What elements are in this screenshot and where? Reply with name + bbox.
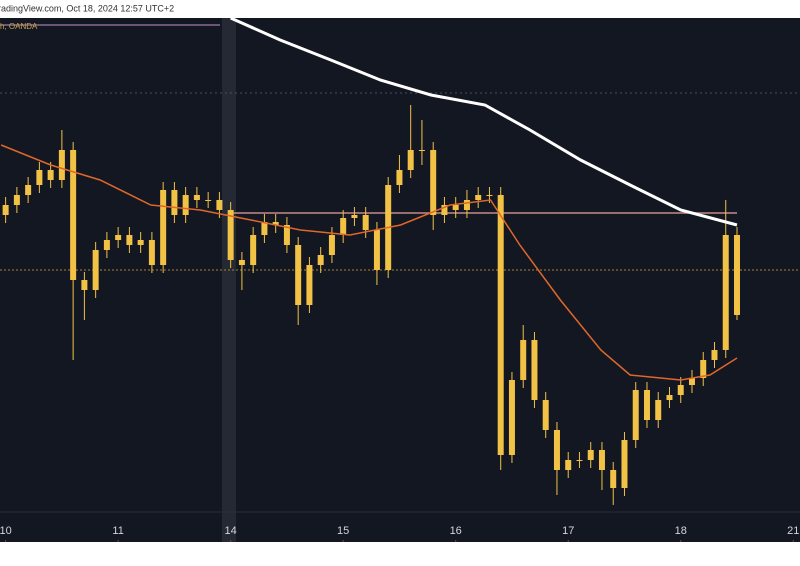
candle-body [58, 150, 65, 180]
plot-background [0, 18, 800, 542]
candle-body [25, 185, 32, 195]
candle-body [182, 195, 189, 215]
candle-body [711, 350, 718, 360]
candle-body [688, 378, 695, 385]
candle-body [261, 222, 268, 235]
candle-body [115, 235, 122, 240]
candle-body [13, 195, 20, 205]
candle-body [81, 280, 88, 290]
candle-body [407, 150, 414, 170]
candle-body [497, 195, 504, 455]
candle-body [722, 235, 729, 350]
marks: 10 11 14 15 16 17 18 21 [0, 16, 799, 542]
candle-body [475, 195, 482, 200]
candle-body [216, 200, 223, 210]
candle-body [137, 240, 144, 245]
symbol-text: h, OANDA [0, 22, 38, 31]
candle-body [317, 255, 324, 265]
candle-body [36, 170, 43, 185]
moving-average [0, 144, 738, 381]
candle-body [655, 400, 662, 420]
header-text: radingView.com, Oct 18, 2024 12:57 UTC+2 [0, 3, 174, 13]
candle-body [463, 200, 470, 210]
x-tick-label: 18 [675, 525, 687, 537]
candle-body [70, 150, 77, 280]
candle-body [621, 440, 628, 488]
candle-body [351, 215, 358, 218]
candle-body [272, 222, 279, 225]
candle-body [576, 460, 583, 461]
candle-body [508, 380, 515, 455]
candle-body [441, 205, 448, 215]
candle-body [643, 390, 650, 420]
candle-body [452, 205, 459, 210]
x-tick-label: 21 [787, 525, 799, 537]
candle-body [306, 265, 313, 305]
candle-body [677, 385, 684, 395]
moving-average [230, 16, 738, 227]
candle-body [486, 195, 493, 196]
candle-body [171, 190, 178, 215]
x-tick-label: 10 [0, 525, 12, 537]
candle-body [587, 450, 594, 460]
x-tick-label: 16 [450, 525, 462, 537]
candle-body [542, 400, 549, 430]
candle-body [227, 210, 234, 260]
candle-body [92, 250, 99, 290]
candle-body [328, 235, 335, 255]
candle-body [47, 170, 54, 180]
candle-body [418, 150, 425, 151]
header-bar [0, 0, 800, 18]
candle-body [700, 360, 707, 378]
candle-body [160, 190, 167, 265]
candle-body [250, 235, 257, 265]
candle-body [598, 450, 605, 470]
candle-body [553, 430, 560, 470]
candle-body [531, 340, 538, 400]
session-break [222, 18, 236, 542]
candle-body [666, 395, 673, 400]
candle-body [632, 390, 639, 440]
candle-body [238, 260, 245, 265]
candle-body [733, 235, 740, 315]
x-tick-label: 17 [562, 525, 574, 537]
candle-body [193, 195, 200, 200]
x-tick-label: 11 [112, 525, 123, 537]
candle-body [362, 215, 369, 230]
candle-body [610, 470, 617, 488]
candle-body [283, 225, 290, 245]
x-tick-label: 15 [337, 525, 349, 537]
x-tick-label: 14 [225, 525, 237, 537]
candle-body [373, 230, 380, 270]
candle-body [103, 240, 110, 250]
candle-body [340, 218, 347, 235]
candle-body [205, 200, 212, 201]
candle-body [126, 235, 133, 245]
candle-body [2, 205, 9, 215]
candle-body [295, 245, 302, 305]
candle-body [396, 170, 403, 185]
candle-body [565, 460, 572, 470]
candle-body [520, 340, 527, 380]
candle-body [430, 150, 437, 215]
candle-body [148, 240, 155, 265]
